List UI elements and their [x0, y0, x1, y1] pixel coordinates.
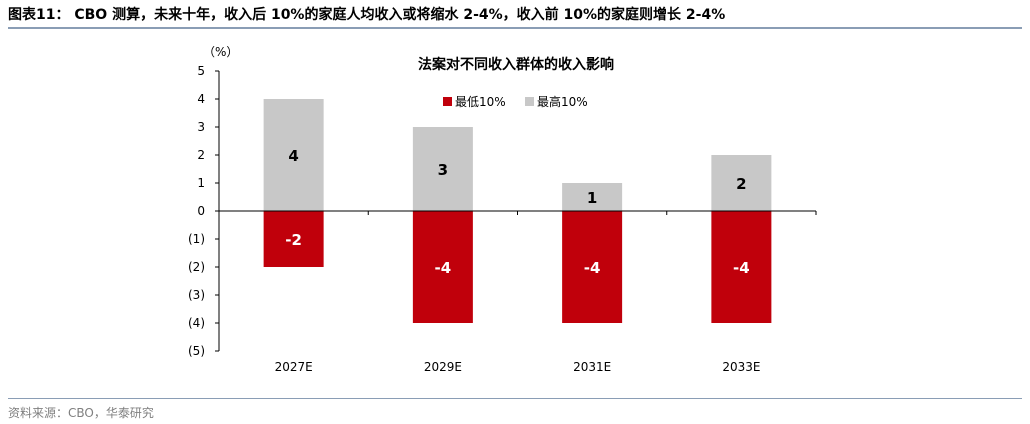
bar-chart: 法案对不同收入群体的收入影响 （%） 最低10% 最高10% (5) (4) (3)… — [188, 45, 817, 374]
data-label-lowest: -4 — [733, 259, 750, 277]
y-tick-label: 2 — [197, 148, 205, 162]
x-tick-label: 2031E — [573, 360, 611, 374]
data-label-lowest: -2 — [285, 231, 302, 249]
data-label-highest: 4 — [288, 147, 298, 165]
bar-lowest-2027E — [263, 211, 324, 267]
bar-highest-2031E — [562, 183, 623, 211]
y-tick-label: (2) — [188, 260, 205, 274]
y-tick-label: 5 — [197, 64, 205, 78]
bar-lowest-2033E — [711, 211, 772, 323]
y-tick-label: 0 — [197, 204, 205, 218]
y-tick-label: 4 — [197, 92, 205, 106]
figure-footer: 资料来源：CBO，华泰研究 — [8, 398, 1022, 420]
legend-label-lowest: 最低10% — [455, 95, 506, 109]
data-label-highest: 3 — [438, 161, 448, 179]
bar-lowest-2031E — [562, 211, 623, 323]
legend-label-highest: 最高10% — [537, 94, 588, 109]
data-label-lowest: -4 — [584, 259, 601, 277]
y-tick-label: (4) — [188, 316, 205, 330]
data-label-lowest: -4 — [435, 259, 452, 277]
data-label-highest: 1 — [587, 189, 597, 207]
figure-title: 图表11： CBO 测算，未来十年，收入后 10%的家庭人均收入或将缩水 2-4… — [8, 7, 726, 23]
legend-swatch-lowest — [443, 97, 452, 106]
source-note: 资料来源：CBO，华泰研究 — [8, 406, 154, 420]
figure-header: 图表11： CBO 测算，未来十年，收入后 10%的家庭人均收入或将缩水 2-4… — [8, 0, 1022, 29]
y-tick-label: (3) — [188, 288, 205, 302]
bar-lowest-2029E — [412, 211, 473, 323]
bar-highest-2029E — [412, 127, 473, 211]
y-tick-label: (5) — [188, 344, 205, 358]
y-axis-unit-label: （%） — [203, 45, 238, 59]
bar-highest-2027E — [263, 99, 324, 211]
y-tick-label: 3 — [197, 120, 205, 134]
data-label-highest: 2 — [736, 175, 746, 193]
x-tick-label: 2029E — [424, 360, 462, 374]
y-tick-label: (1) — [188, 232, 205, 246]
bar-highest-2033E — [711, 155, 772, 211]
x-tick-label: 2027E — [275, 360, 313, 374]
plot-area: (5) (4) (3) (2) (1) 0 1 2 3 4 5 4 -2 2027E 3 -4 2029E 1 -4… — [188, 64, 817, 374]
legend: 最低10% 最高10% — [443, 94, 588, 109]
chart-title: 法案对不同收入群体的收入影响 — [418, 56, 614, 73]
y-tick-label: 1 — [197, 176, 205, 190]
legend-swatch-highest — [525, 97, 534, 106]
x-tick-label: 2033E — [722, 360, 760, 374]
